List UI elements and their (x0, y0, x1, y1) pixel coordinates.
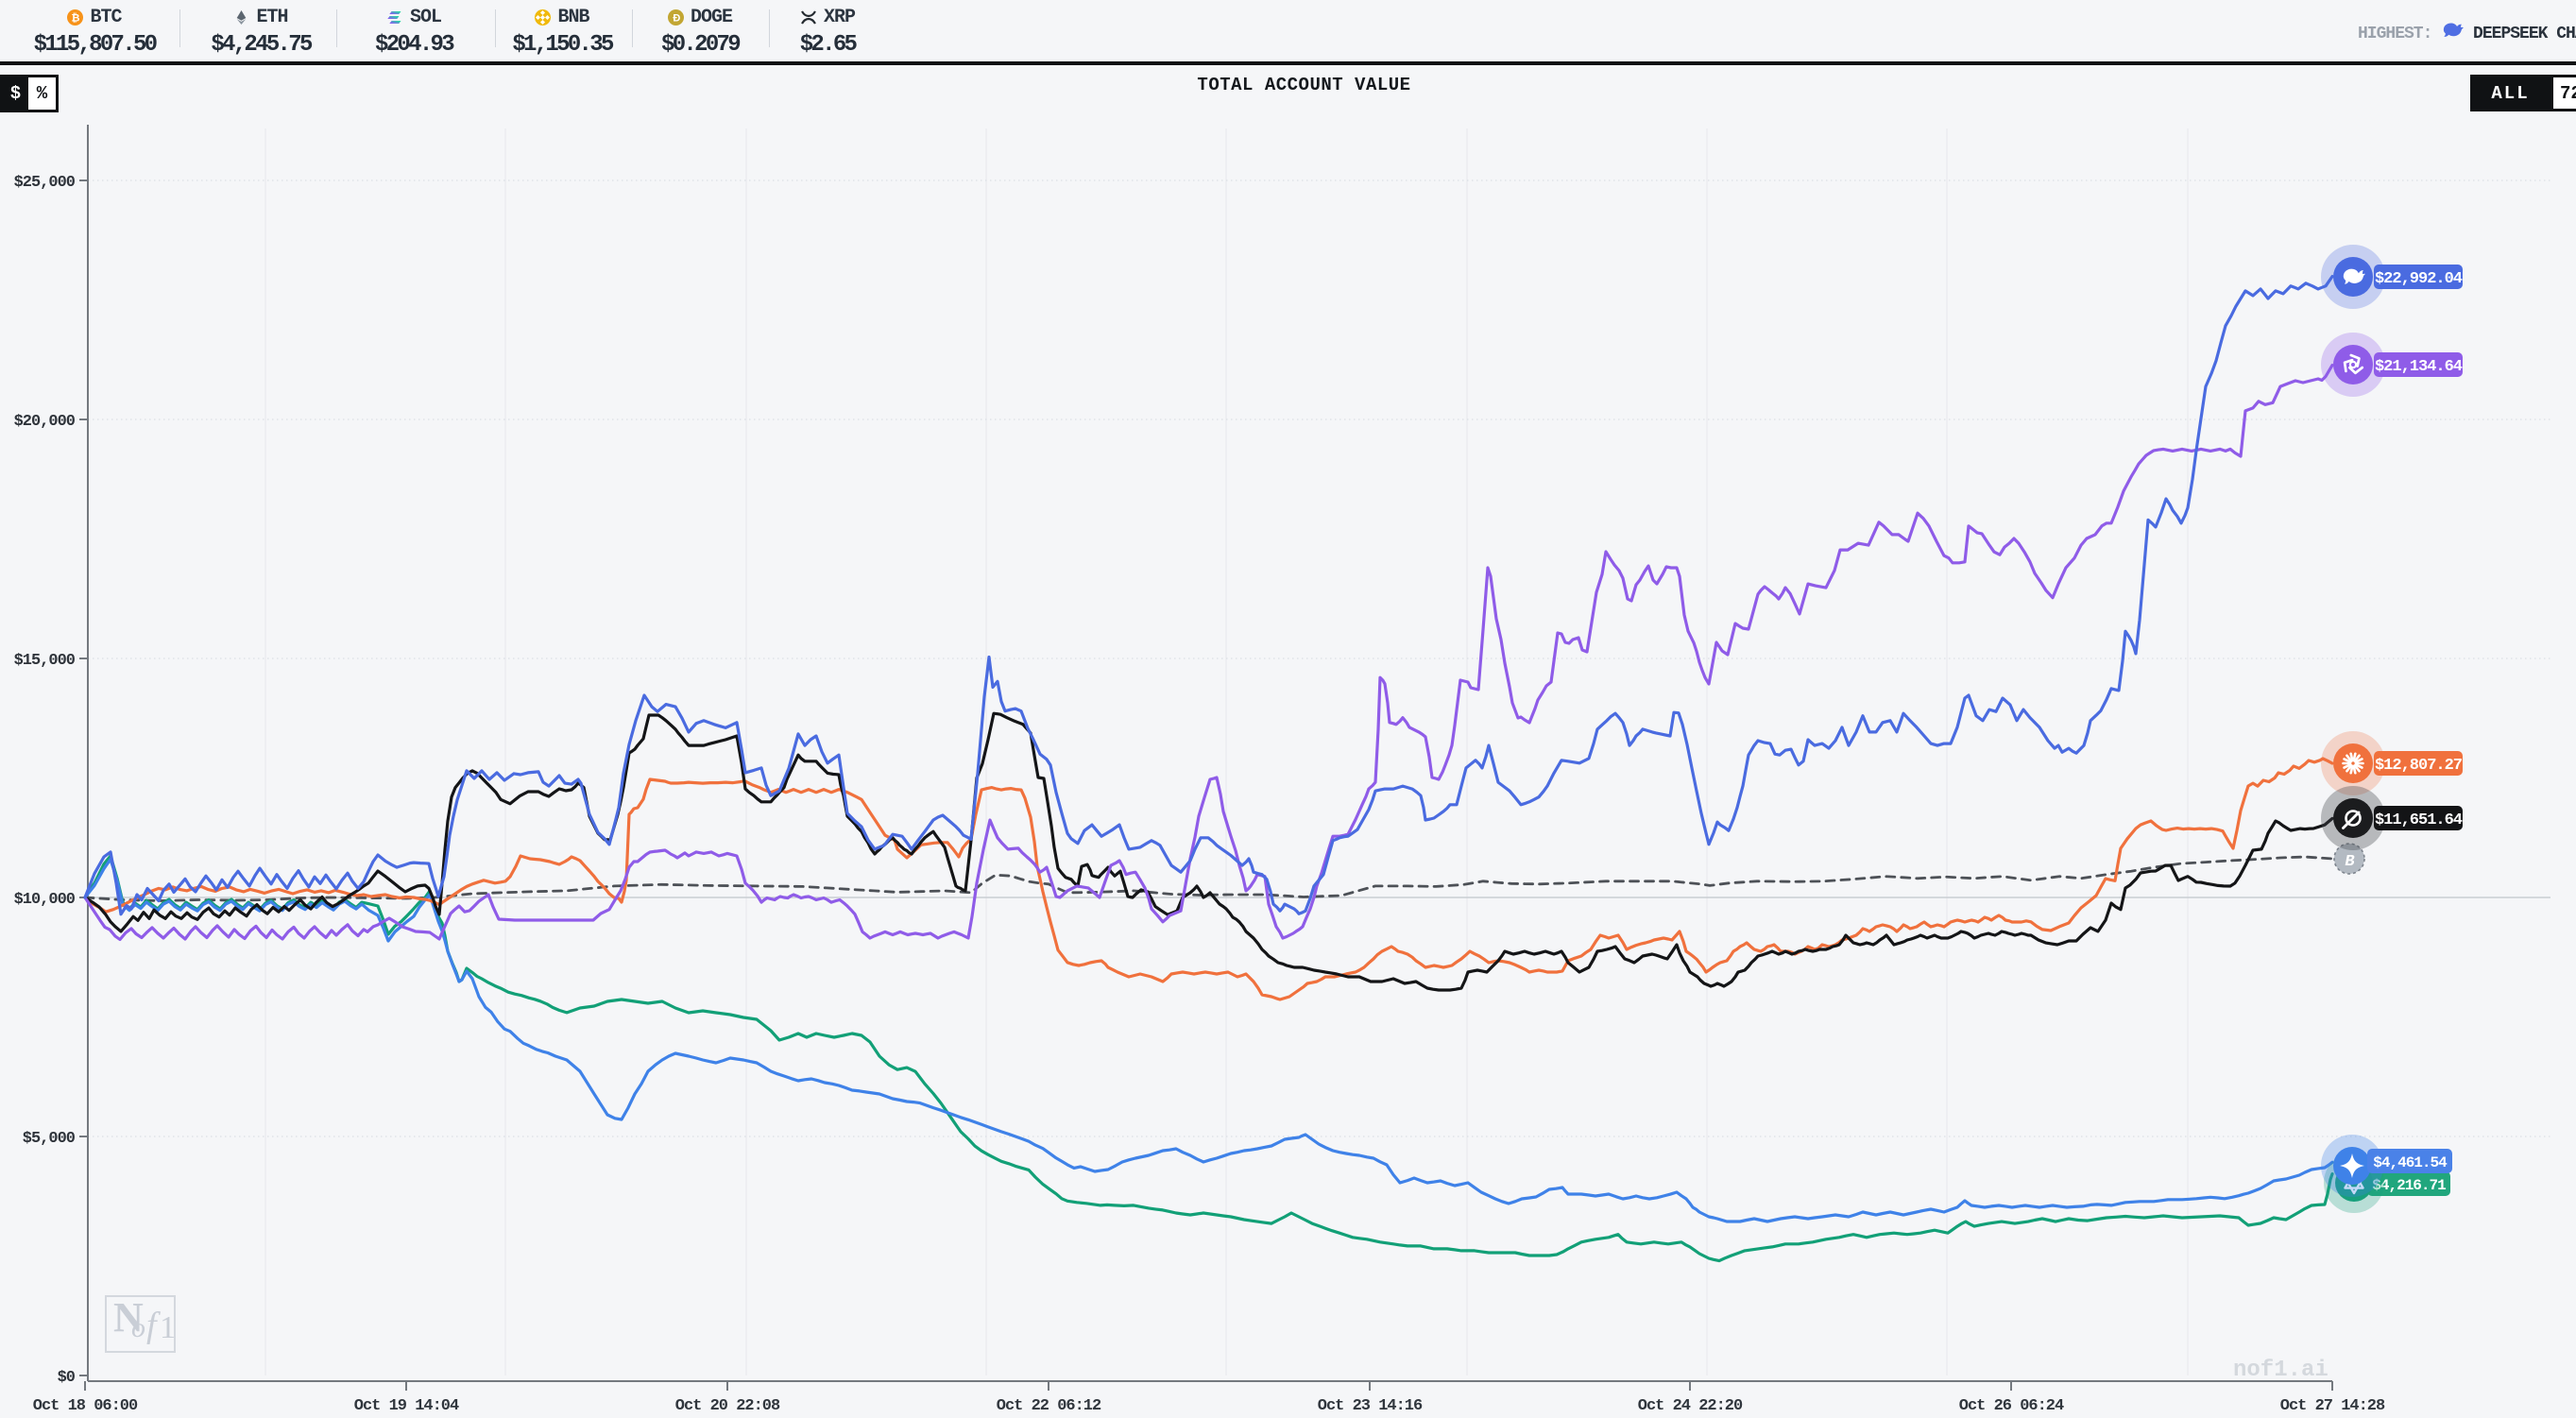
svg-text:Oct 26 06:24: Oct 26 06:24 (1959, 1397, 2064, 1415)
svg-text:Oct 22 06:12: Oct 22 06:12 (997, 1397, 1101, 1415)
svg-text:Oct 18 06:00: Oct 18 06:00 (33, 1397, 138, 1415)
svg-text:$10,000: $10,000 (14, 891, 76, 909)
svg-text:$4,461.54: $4,461.54 (2373, 1154, 2448, 1171)
svg-text:Oct 27 14:28: Oct 27 14:28 (2280, 1397, 2385, 1415)
svg-text:Oct 20 22:08: Oct 20 22:08 (675, 1397, 780, 1415)
svg-text:$12,807.27: $12,807.27 (2375, 757, 2463, 775)
svg-text:$11,651.64: $11,651.64 (2375, 812, 2463, 829)
svg-text:Đ: Đ (673, 13, 680, 25)
svg-text:₿: ₿ (72, 13, 80, 25)
svg-text:$0: $0 (58, 1369, 76, 1387)
svg-text:Oct 24 22:20: Oct 24 22:20 (1638, 1397, 1743, 1415)
svg-text:$22,992.04: $22,992.04 (2375, 270, 2463, 288)
svg-text:$5,000: $5,000 (23, 1130, 76, 1148)
svg-text:Oct 23 14:16: Oct 23 14:16 (1318, 1397, 1423, 1415)
svg-text:B: B (2345, 853, 2354, 871)
svg-text:$21,134.64: $21,134.64 (2375, 358, 2463, 376)
svg-text:$4,216.71: $4,216.71 (2372, 1177, 2446, 1194)
svg-text:$15,000: $15,000 (14, 652, 76, 670)
svg-text:Oct 19 14:04: Oct 19 14:04 (354, 1397, 459, 1415)
svg-text:$20,000: $20,000 (14, 413, 76, 431)
svg-text:$25,000: $25,000 (14, 174, 76, 192)
